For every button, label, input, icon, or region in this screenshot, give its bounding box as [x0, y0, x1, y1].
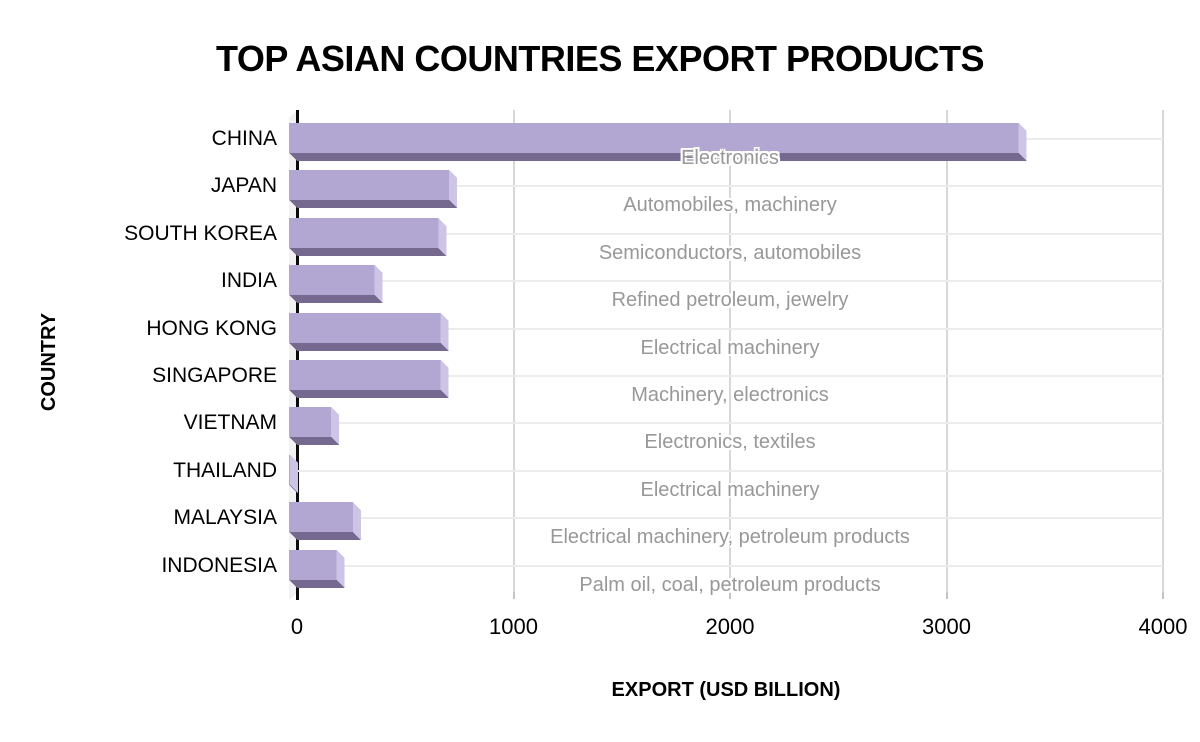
bar-bottom-face	[289, 579, 345, 588]
bar-bottom-face	[289, 295, 383, 304]
bar-china	[289, 123, 1027, 161]
product-annotation: Automobiles, machinery	[623, 194, 837, 217]
horizontal-gridline	[297, 469, 1163, 472]
country-label: THAILAND	[173, 458, 277, 482]
bar-indonesia	[289, 549, 345, 588]
bar-japan	[289, 170, 458, 209]
country-label: VIETNAM	[183, 411, 277, 435]
country-label: INDONESIA	[161, 553, 277, 577]
bar-end-face	[290, 454, 299, 493]
product-annotation: Refined petroleum, jewelry	[611, 289, 849, 312]
vertical-gridline	[729, 110, 731, 592]
horizontal-gridline	[297, 375, 1163, 377]
bar-end-face	[438, 217, 447, 256]
country-label: CHINA	[211, 127, 277, 150]
bar-front-face	[289, 217, 439, 248]
bar-front-face	[289, 312, 441, 343]
product-annotation: Electrical machinery	[640, 478, 820, 501]
axis-tick	[1162, 592, 1164, 599]
bar-singapore	[289, 360, 449, 398]
bar-bottom-face	[289, 247, 447, 256]
country-label: SOUTH KOREA	[124, 221, 277, 245]
horizontal-gridline	[297, 517, 1163, 520]
bar-front-face	[289, 123, 1019, 153]
bar-vietnam	[289, 407, 340, 446]
horizontal-gridline	[297, 564, 1163, 567]
product-annotation: Electrical machinery	[640, 336, 820, 359]
country-label: JAPAN	[210, 174, 277, 198]
country-label: MALAYSIA	[173, 506, 277, 530]
bar-front-face	[289, 502, 353, 533]
bar-end-face	[331, 407, 340, 446]
bar-front-face	[289, 265, 375, 296]
product-annotation: Semiconductors, automobiles	[598, 241, 862, 264]
horizontal-gridline	[297, 422, 1163, 425]
horizontal-gridline	[297, 185, 1163, 188]
x-tick-label: 2000	[705, 614, 755, 639]
country-label: HONG KONG	[146, 316, 277, 340]
bar-bottom-face	[289, 342, 449, 351]
vertical-gridline	[1162, 110, 1164, 592]
vertical-gridline	[945, 110, 948, 592]
category-axis-line	[296, 110, 299, 600]
bar-malaysia	[289, 502, 361, 541]
bar-bottom-face	[289, 200, 458, 209]
bar-end-face	[440, 360, 449, 398]
axis-tick	[512, 592, 515, 599]
product-annotation: Electrical machinery, petroleum products	[550, 526, 910, 549]
x-tick-label: 4000	[1138, 614, 1188, 639]
bar-hong-kong	[289, 312, 449, 351]
country-label: INDIA	[220, 269, 277, 293]
product-annotation: Electronics	[681, 147, 779, 169]
bar-front-face	[289, 549, 337, 580]
bar-front-face	[289, 170, 450, 201]
x-tick-label: 3000	[922, 614, 971, 639]
bar-india	[289, 265, 383, 304]
axis-tick	[729, 592, 731, 599]
chart-title: TOP ASIAN COUNTRIES EXPORT PRODUCTS	[216, 38, 984, 79]
bar-bottom-face	[289, 437, 340, 446]
bar-front-face	[289, 407, 332, 438]
x-tick-label: 0	[290, 614, 304, 639]
product-annotation: Machinery, electronics	[631, 384, 829, 406]
bar-end-face	[1018, 123, 1027, 161]
country-label: SINGAPORE	[152, 364, 277, 387]
product-annotation: Electronics, textiles	[644, 431, 816, 454]
horizontal-gridline	[297, 327, 1163, 330]
bar-front-face	[289, 454, 291, 485]
bar-front-face	[289, 360, 441, 390]
bar-end-face	[352, 502, 361, 541]
bar-bottom-face	[289, 484, 299, 493]
horizontal-gridline	[297, 280, 1163, 283]
x-tick-label: 1000	[489, 614, 538, 639]
x-axis-title: EXPORT (USD BILLION)	[611, 679, 841, 701]
bar-end-face	[449, 170, 458, 209]
bar-end-face	[336, 549, 345, 588]
plot-3d-wall	[289, 110, 298, 600]
bar-end-face	[440, 312, 449, 351]
product-annotation: Palm oil, coal, petroleum products	[579, 573, 881, 596]
vertical-gridline	[512, 110, 515, 592]
bar-bottom-face	[289, 532, 361, 541]
bar-end-face	[374, 265, 383, 304]
bar-bottom-face	[289, 390, 449, 398]
bar-bottom-face	[289, 153, 1027, 161]
horizontal-gridline	[297, 232, 1163, 235]
bar-thailand	[289, 454, 299, 493]
axis-tick	[945, 592, 948, 599]
bar-south-korea	[289, 217, 447, 256]
